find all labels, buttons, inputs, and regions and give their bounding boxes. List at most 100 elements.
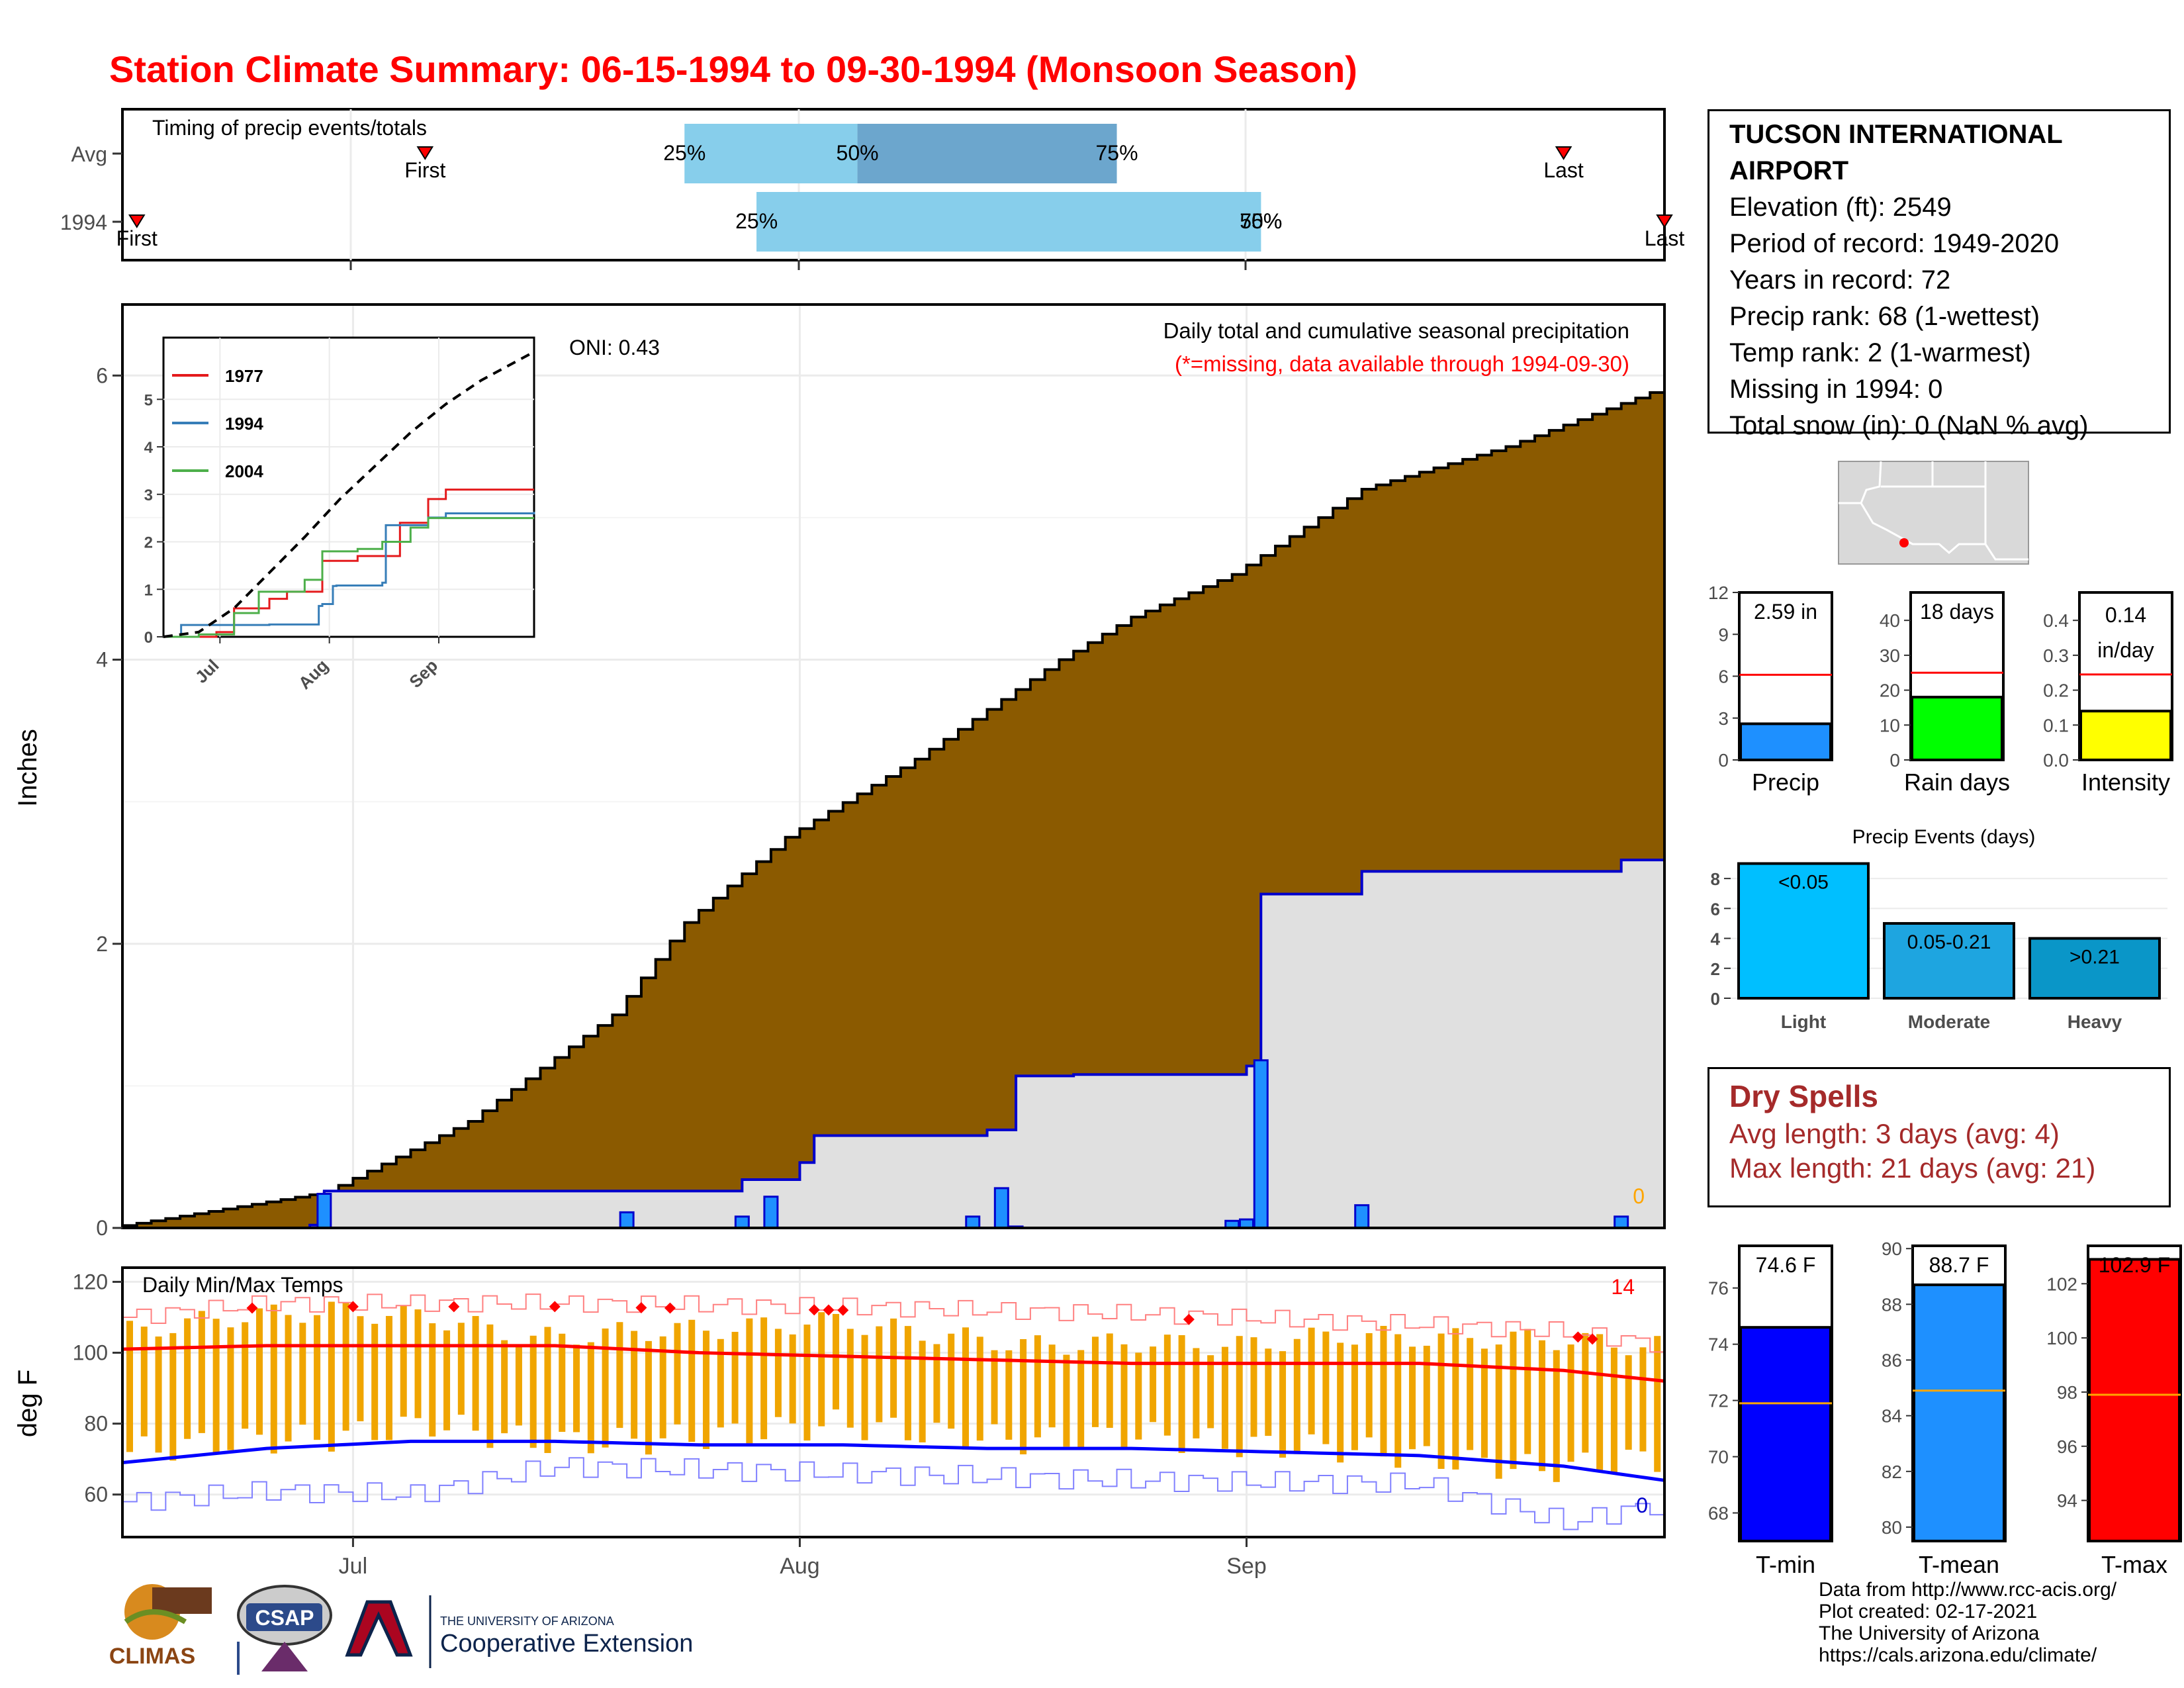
daily-temp-range-bar [1221, 1346, 1228, 1449]
inset-y-tick-label: 5 [144, 391, 153, 409]
daily-temp-range-bar [400, 1305, 407, 1417]
temp-bar-tick-label: 70 [1708, 1447, 1729, 1468]
mini-bar-label: Precip [1752, 769, 1819, 796]
record-low-count: 0 [1636, 1493, 1648, 1517]
daily-temp-range-bar [155, 1336, 162, 1453]
mini-bar-tick-label: 30 [1880, 645, 1900, 666]
daily-temp-range-bar [1163, 1335, 1171, 1436]
timing-box-lower [756, 192, 1261, 252]
events-category-label: Moderate [1908, 1011, 1990, 1032]
daily-temp-range-bar [559, 1333, 566, 1432]
mini-bar-tick-label: 9 [1718, 624, 1729, 645]
daily-temp-range-bar [443, 1330, 451, 1430]
avg-min-line [122, 1439, 1665, 1482]
daily-temp-range-bar [1337, 1342, 1344, 1463]
daily-temp-range-bar [1380, 1325, 1387, 1457]
daily-temp-range-bar [385, 1315, 392, 1440]
daily-temp-range-bar [846, 1329, 854, 1428]
ua-line1: THE UNIVERSITY OF ARIZONA [440, 1615, 614, 1628]
temp-bar-tick-label: 80 [1882, 1517, 1902, 1538]
ua-logo: THE UNIVERSITY OF ARIZONA Cooperative Ex… [345, 1595, 693, 1668]
daily-temp-range-bar [371, 1323, 379, 1440]
station-marker [1899, 538, 1909, 547]
dry-spells-avg: Avg length: 3 days (avg: 4) [1729, 1118, 2060, 1149]
record-min-line [122, 1457, 1665, 1530]
first-label: First [404, 158, 445, 182]
timing-p25-label: 25% [735, 209, 778, 233]
record-high-marker [549, 1301, 561, 1313]
mini-bar-label: Intensity [2081, 769, 2170, 796]
inset-legend-label: 2004 [225, 461, 263, 481]
daily-temp-range-bar [616, 1322, 623, 1429]
daily-temp-range-bar [184, 1318, 191, 1439]
daily-precip-bar [993, 1187, 1009, 1229]
temp-bar-tick-label: 82 [1882, 1462, 1902, 1482]
daily-temp-range-bar [328, 1301, 335, 1452]
daily-temp-range-bar [1236, 1336, 1243, 1458]
mini-bar-value: 18 days [1920, 600, 1994, 624]
mini-bar-tick-label: 0 [1718, 750, 1729, 771]
daily-temp-range-bar [703, 1331, 710, 1449]
daily-temp-range-bar [1467, 1338, 1474, 1450]
temp-bar-label: T-mean [1919, 1551, 1999, 1578]
mini-bar [1911, 696, 2003, 761]
mini-bar-tick-label: 12 [1708, 583, 1729, 603]
daily-temp-range-bar [1193, 1348, 1200, 1438]
daily-temp-range-bar [198, 1311, 205, 1433]
daily-temp-range-bar [212, 1319, 220, 1453]
daily-temp-range-bar [1625, 1355, 1632, 1450]
mini-bar-value: 0.14 [2105, 603, 2146, 627]
mini-bar-tick-label: 40 [1880, 610, 1900, 631]
daily-temp-range-bar [357, 1316, 364, 1422]
csap-text: CSAP [255, 1606, 314, 1630]
mini-bar-tick-label: 10 [1880, 715, 1900, 735]
mini-bar-tick-label: 0.2 [2043, 680, 2069, 701]
inset-legend-label: 1994 [225, 414, 263, 434]
dry-spells-max: Max length: 21 days (avg: 21) [1729, 1152, 2096, 1184]
daily-temp-range-bar [976, 1336, 983, 1441]
mini-bar-tick-label: 0.4 [2043, 610, 2069, 631]
daily-temp-range-bar [587, 1342, 594, 1454]
inset-y-tick-label: 0 [144, 629, 153, 647]
mini-bar-tick-label: 0.3 [2043, 645, 2069, 666]
inset-y-tick-label: 3 [144, 487, 153, 504]
credit-line: https://cals.arizona.edu/climate/ [1819, 1644, 2097, 1666]
temp-ylabel: deg F [13, 1370, 42, 1437]
daily-temp-range-bar [299, 1323, 306, 1425]
daily-temp-range-bar [803, 1324, 811, 1441]
events-tick-label: 2 [1711, 959, 1720, 979]
credit-line: Data from http://www.rcc-acis.org/ [1819, 1579, 2117, 1601]
daily-temp-range-bar [342, 1303, 349, 1431]
daily-temp-range-bar [1394, 1334, 1402, 1468]
x-tick-label: Sep [1226, 1554, 1267, 1579]
daily-temp-range-bar [486, 1324, 494, 1448]
temp-bar-tick-label: 90 [1882, 1239, 1902, 1259]
daily-temp-range-bar [1539, 1340, 1546, 1472]
daily-temp-range-bar [962, 1327, 969, 1450]
daily-temp-range-bar [140, 1327, 148, 1436]
events-tick-label: 0 [1711, 989, 1720, 1009]
y-tick-label: 100 [73, 1341, 108, 1365]
last-marker [1555, 146, 1572, 160]
daily-temp-range-bar [227, 1327, 234, 1450]
timing-title: Timing of precip events/totals [152, 116, 427, 140]
daily-temp-range-bar [818, 1312, 825, 1427]
timing-box-lower [684, 124, 858, 183]
events-bar [2028, 937, 2161, 1000]
daily-temp-range-bar [285, 1315, 292, 1442]
credit-line: Plot created: 02-17-2021 [1819, 1601, 2038, 1622]
precip-panel: 0 2 4 6 Inches ONI: 0.43 Daily total and cu… [13, 303, 1666, 1240]
climas-logo: CLIMAS [109, 1584, 212, 1669]
daily-temp-range-bar [1308, 1327, 1315, 1434]
events-bin-label: 0.05-0.21 [1907, 931, 1991, 953]
record-high-marker [823, 1304, 835, 1316]
daily-temp-range-bar [774, 1329, 782, 1417]
inset-series-line [163, 517, 534, 638]
events-bin-label: >0.21 [2070, 947, 2120, 968]
station-name-line1: TUCSON INTERNATIONAL [1729, 120, 2063, 149]
mini-bar-value: 2.59 in [1754, 600, 1817, 624]
timing-box-upper [857, 124, 1117, 183]
daily-temp-range-bar [515, 1344, 522, 1426]
daily-temp-range-bar [1495, 1344, 1502, 1479]
daily-temp-range-bar [270, 1304, 277, 1454]
